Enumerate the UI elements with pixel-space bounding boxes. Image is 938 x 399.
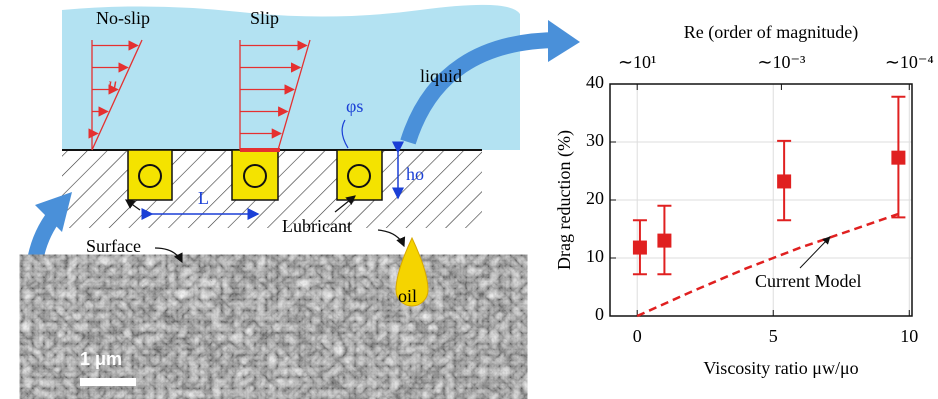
y-axis-title: Drag reduction (%) — [554, 130, 575, 270]
x-tick-label: 10 — [900, 326, 918, 346]
y-tick-label: 10 — [586, 246, 604, 266]
oil-label: oil — [398, 286, 417, 306]
x2-axis-title: Re (order of magnitude) — [684, 22, 858, 43]
point — [657, 234, 671, 248]
y-tick-label: 30 — [586, 130, 604, 150]
x-tick-label: 0 — [633, 326, 642, 346]
y-tick-label: 0 — [595, 304, 604, 324]
height-label: ho — [406, 164, 424, 184]
pointer — [155, 248, 182, 262]
model-label: Current Model — [755, 271, 861, 291]
cavities — [128, 150, 382, 200]
point — [891, 151, 905, 165]
y-tick-label: 40 — [586, 72, 604, 92]
model-pointer — [800, 237, 830, 268]
x-tick-label: 5 — [769, 326, 778, 346]
velocity-label: u — [108, 74, 117, 94]
chart: 0 10 20 30 40 0 5 10 ∼10¹ ∼10⁻³ ∼10⁻⁴ Viscosity rat… — [554, 22, 934, 378]
model-line — [637, 214, 898, 316]
x2-tick-label: ∼10¹ — [618, 52, 656, 72]
scale-label: 1 μm — [80, 349, 122, 369]
figure: No-slip Slip u liquid φs L ho Surface Lu… — [0, 0, 938, 399]
x2-tick-label: ∼10⁻⁴ — [885, 52, 934, 72]
length-label: L — [198, 188, 209, 208]
y-tick-label: 20 — [586, 188, 604, 208]
liquid-label: liquid — [420, 66, 462, 86]
angle-label: φs — [346, 96, 363, 116]
x-axis-title: Viscosity ratio μw/μo — [703, 358, 858, 378]
point — [633, 241, 647, 255]
scale-bar — [80, 378, 136, 386]
curved-arrow — [33, 215, 55, 340]
arrow-head — [548, 20, 580, 62]
no-slip-label: No-slip — [96, 8, 150, 28]
lubricant-label: Lubricant — [282, 216, 352, 236]
pointer — [378, 230, 404, 246]
x2-tick-label: ∼10⁻³ — [757, 52, 806, 72]
slip-label: Slip — [250, 8, 279, 28]
surface-label: Surface — [86, 236, 141, 256]
point — [777, 174, 791, 188]
